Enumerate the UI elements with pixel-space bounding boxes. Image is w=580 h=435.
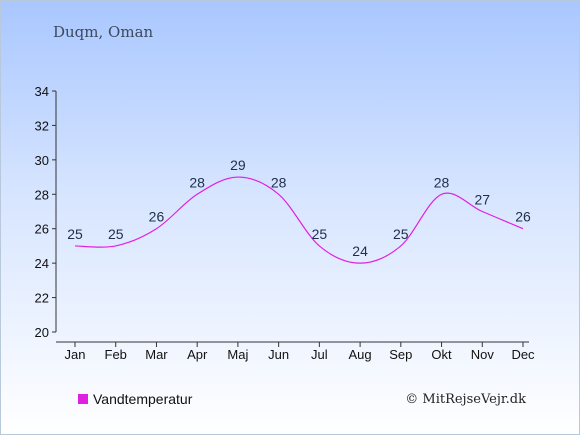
x-tick-label: Nov	[471, 347, 495, 362]
x-tick-label: Aug	[349, 347, 372, 362]
data-label: 27	[474, 192, 490, 208]
data-label: 25	[312, 226, 328, 242]
x-tick-label: Maj	[227, 347, 248, 362]
y-tick-label: 34	[35, 84, 49, 99]
data-label: 26	[515, 209, 531, 225]
data-label: 25	[108, 226, 124, 242]
location-title: Duqm, Oman	[53, 23, 154, 41]
data-label: 28	[434, 174, 450, 190]
y-tick-label: 30	[35, 153, 49, 168]
data-labels: 25 25 26 28 29 28 25 24 25 28 27 26	[67, 157, 531, 259]
data-label: 24	[352, 243, 368, 259]
x-tick-label: Okt	[431, 347, 452, 362]
legend-label: Vandtemperatur	[93, 391, 193, 407]
data-label: 25	[393, 226, 409, 242]
series-line-vandtemperatur	[74, 176, 524, 264]
x-tick-label: Dec	[511, 347, 535, 362]
y-tick-label: 24	[35, 256, 49, 271]
legend-swatch	[78, 394, 88, 404]
x-tick-label: Apr	[187, 347, 208, 362]
y-tick-label: 26	[35, 222, 49, 237]
x-tick-label: Jan	[65, 347, 86, 362]
x-tick-label: Jun	[268, 347, 289, 362]
y-tick-label: 32	[35, 118, 49, 133]
series-layer	[74, 176, 524, 264]
y-tick-label: 28	[35, 187, 49, 202]
y-tick-label: 20	[35, 325, 49, 340]
x-tick-label: Mar	[145, 347, 168, 362]
data-label: 28	[271, 174, 287, 190]
x-tick-label: Feb	[105, 347, 127, 362]
data-label: 29	[230, 157, 246, 173]
x-tick-label: Sep	[389, 347, 412, 362]
y-tick-label: 22	[35, 291, 49, 306]
y-axis: 20 22 24 26 28 30 32 34	[35, 84, 57, 340]
x-axis: Jan Feb Mar Apr Maj Jun Jul Aug Sep Okt Nov Dec	[56, 341, 535, 362]
credit-text: © MitRejseVejr.dk	[405, 392, 526, 407]
data-label: 26	[149, 209, 165, 225]
x-tick-label: Jul	[311, 347, 328, 362]
data-label: 25	[67, 226, 83, 242]
data-label: 28	[189, 174, 205, 190]
